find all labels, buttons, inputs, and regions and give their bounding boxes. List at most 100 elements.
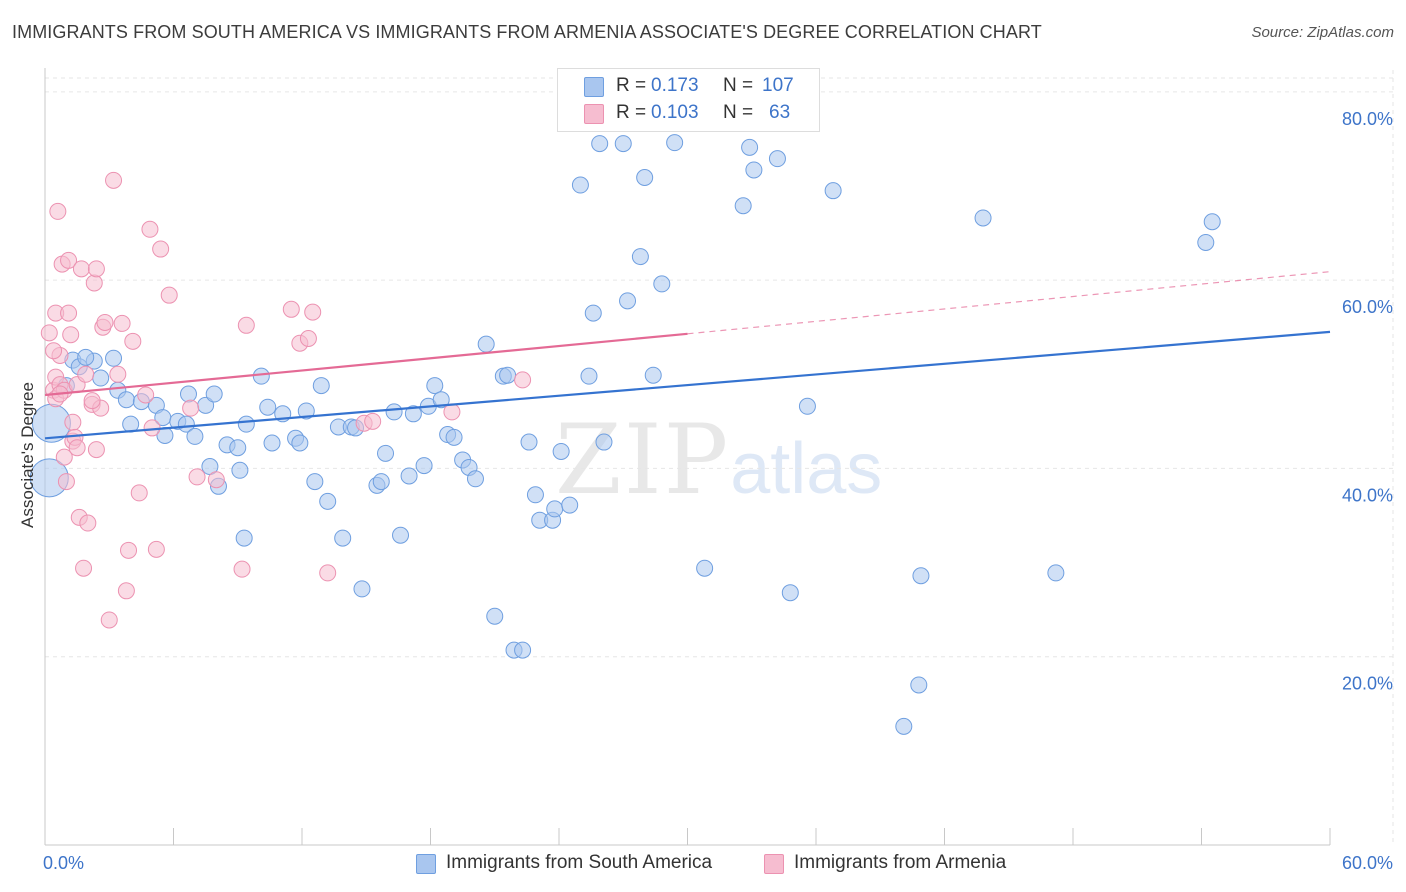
trend-lines <box>44 271 1331 440</box>
south-america-point <box>177 415 195 433</box>
south-america-point <box>466 470 484 488</box>
armenia-swatch <box>764 854 784 874</box>
south-america-point <box>520 433 538 451</box>
y-tick-label: 60.0% <box>1342 297 1393 317</box>
armenia-point <box>49 202 67 220</box>
south-america-point <box>259 398 277 416</box>
south-america-point <box>1197 233 1215 251</box>
y-tick-label: 20.0% <box>1342 674 1393 694</box>
n-value: 107 <box>762 75 794 96</box>
armenia-point <box>68 439 86 457</box>
r-label: R = <box>616 102 647 123</box>
armenia-point <box>75 559 93 577</box>
south-america-point <box>561 496 579 514</box>
south-america-point <box>377 444 395 462</box>
armenia-point <box>85 274 103 292</box>
south-america-point <box>584 304 602 322</box>
legend-label: Immigrants from South America <box>446 852 713 873</box>
armenia-point <box>207 471 225 489</box>
south-america-point <box>910 676 928 694</box>
south-america-point <box>117 391 135 409</box>
south-america-point <box>105 349 123 367</box>
south-america-point <box>696 559 714 577</box>
armenia-point <box>514 371 532 389</box>
south-america-point <box>636 169 654 187</box>
south-america-point <box>291 434 309 452</box>
armenia-point <box>160 286 178 304</box>
south-america-point <box>400 467 418 485</box>
armenia-point <box>113 314 131 332</box>
south-america-point <box>385 403 403 421</box>
south-america-point <box>77 348 95 366</box>
south-america-swatch <box>416 854 436 874</box>
south-america-point <box>319 492 337 510</box>
south-america-point <box>235 529 253 547</box>
r-value: 0.173 <box>651 75 699 96</box>
armenia-point <box>40 324 58 342</box>
south-america-point <box>653 275 671 293</box>
armenia-point <box>120 541 138 559</box>
south-america-point <box>229 439 247 457</box>
south-america-point <box>741 138 759 156</box>
armenia-point <box>87 441 105 459</box>
south-america-point <box>526 486 544 504</box>
south-america-point <box>666 134 684 152</box>
armenia-point <box>72 260 90 278</box>
armenia-point <box>304 303 322 321</box>
armenia-point <box>364 412 382 430</box>
south-america-point <box>591 135 609 153</box>
south-america-point <box>571 176 589 194</box>
armenia-point <box>124 332 142 350</box>
armenia-point <box>319 564 337 582</box>
south-america-point <box>186 427 204 445</box>
armenia-point <box>147 540 165 558</box>
south-america-point <box>237 415 255 433</box>
r-value: 0.103 <box>651 102 699 123</box>
armenia-point <box>152 240 170 258</box>
armenia-point <box>79 514 97 532</box>
n-value: 63 <box>769 102 791 123</box>
armenia-point <box>57 473 75 491</box>
south-america-point <box>580 367 598 385</box>
south-america-point <box>734 197 752 215</box>
n-label: N = <box>723 102 754 123</box>
south-america-point <box>546 500 564 518</box>
south-america-point <box>263 434 281 452</box>
stats-legend: R = 0.173 N = 107 R = 0.103 N = 63 <box>557 68 820 132</box>
armenia-point <box>64 413 82 431</box>
n-label: N = <box>723 75 754 96</box>
armenia-point <box>130 484 148 502</box>
armenia-point <box>87 260 105 278</box>
tick-labels: 20.0% 40.0% 60.0% 80.0% 0.0% 60.0% <box>43 109 1393 873</box>
south-america-point <box>798 397 816 415</box>
armenia-swatch <box>584 104 604 124</box>
armenia-point <box>282 300 300 318</box>
south-america-point <box>306 473 324 491</box>
armenia-trend-extension <box>687 271 1331 335</box>
armenia-point <box>117 582 135 600</box>
south-america-point <box>426 377 444 395</box>
south-america-point <box>745 161 763 179</box>
armenia-point <box>55 448 73 466</box>
south-america-point <box>415 457 433 475</box>
south-america-point <box>372 473 390 491</box>
south-america-point <box>353 580 371 598</box>
south-america-point <box>205 385 223 403</box>
south-america-point <box>768 150 786 168</box>
armenia-point <box>45 342 63 360</box>
y-axis-label: Associate's Degree <box>18 382 37 528</box>
south-america-point <box>92 369 110 387</box>
legend-label: Immigrants from Armenia <box>794 852 1007 873</box>
south-america-point <box>895 717 913 735</box>
axes <box>44 68 1331 846</box>
south-america-point <box>486 607 504 625</box>
south-america-point <box>619 292 637 310</box>
south-america-point <box>445 428 463 446</box>
y-tick-label: 40.0% <box>1342 485 1393 505</box>
x-tick-label: 0.0% <box>43 853 84 873</box>
grid-lines <box>45 70 1394 845</box>
armenia-point <box>60 251 78 269</box>
x-tick-label: 60.0% <box>1342 853 1393 873</box>
series-south-america-points <box>29 73 1221 735</box>
south-america-trend-line <box>44 330 1331 440</box>
